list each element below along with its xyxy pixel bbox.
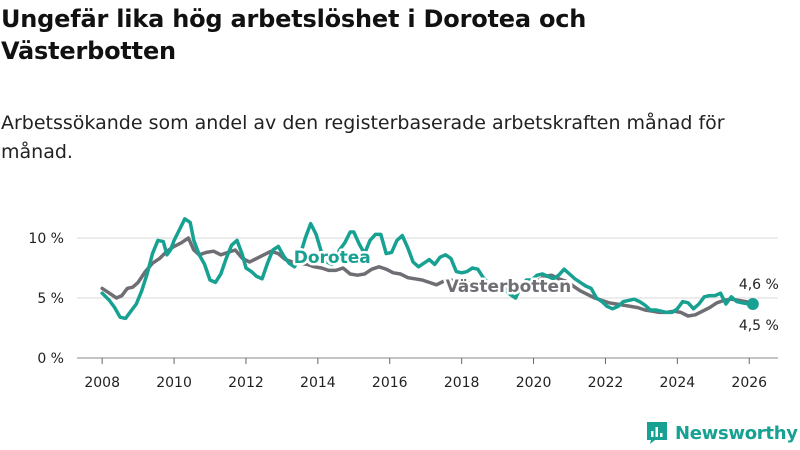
series-lines xyxy=(100,217,759,321)
x-tick-label: 2016 xyxy=(372,375,408,391)
x-tick-label: 2008 xyxy=(84,375,120,391)
dorotea-end-point xyxy=(746,298,759,310)
x-tick-label: 2022 xyxy=(588,375,624,391)
series-line-vasterbotten xyxy=(100,236,755,318)
y-tick-label: 10 % xyxy=(28,231,64,247)
bar-chart-speech-bubble-icon xyxy=(647,422,667,444)
x-tick-label: 2012 xyxy=(228,375,264,391)
dorotea-end-label: 4,5 % xyxy=(739,318,779,334)
vasterbotten-end-label: 4,6 % xyxy=(739,277,779,293)
axes: 0 % 5 % 10 % 2008 2010 2012 2014 2016 2018 2020 20… xyxy=(28,231,767,391)
brand-name: Newsworthy xyxy=(675,422,798,444)
x-tick-label: 2018 xyxy=(444,375,480,391)
grid-lines xyxy=(77,237,778,359)
chart-subtitle: Arbetssökande som andel av den registerb… xyxy=(1,112,725,163)
series-line-dorotea xyxy=(100,217,755,321)
x-tick-label: 2024 xyxy=(660,375,696,391)
x-tick-label: 2010 xyxy=(156,375,192,391)
labels: 4,6 % 4,5 % Dorotea Västerbotten xyxy=(291,246,779,335)
x-tick-label: 2020 xyxy=(516,375,552,391)
y-tick-label: 5 % xyxy=(37,291,64,307)
x-tick-label: 2026 xyxy=(731,375,767,391)
chart-title: Ungefär lika hög arbetslöshet i Dorotea … xyxy=(1,5,587,65)
newsworthy-logo: Newsworthy xyxy=(645,420,798,446)
vasterbotten-series-label: Västerbotten xyxy=(446,277,572,297)
x-tick-label: 2014 xyxy=(300,375,336,391)
y-tick-label: 0 % xyxy=(37,351,64,367)
dorotea-series-label: Dorotea xyxy=(294,248,371,268)
